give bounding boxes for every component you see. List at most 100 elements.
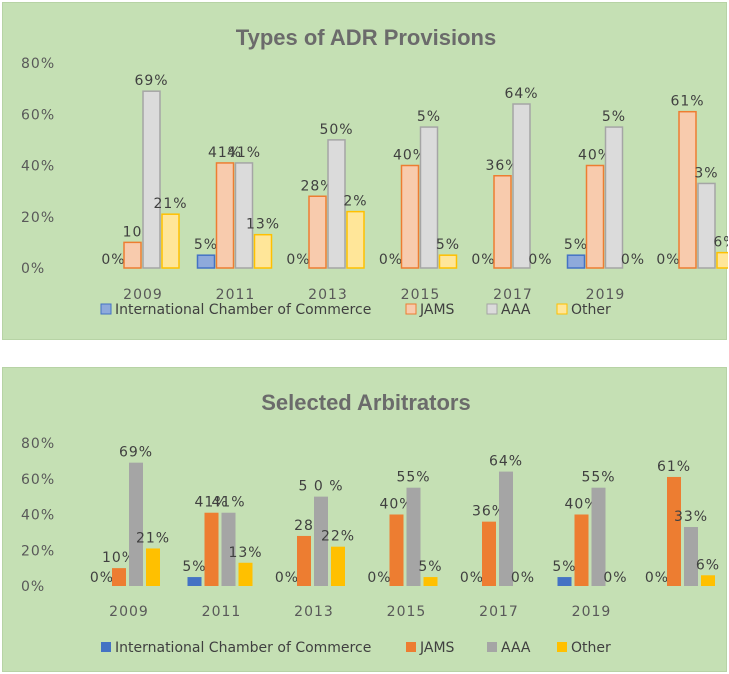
bar — [196, 254, 216, 269]
bar — [297, 535, 311, 586]
data-label: 0% — [379, 252, 403, 268]
y-tick-label: 80% — [21, 436, 55, 452]
data-label: 61% — [670, 94, 704, 110]
bar — [331, 546, 345, 586]
data-label: 22% — [321, 529, 355, 545]
bar — [129, 462, 143, 586]
x-tick-label: 2015 — [401, 287, 441, 303]
data-label: 55% — [581, 470, 615, 486]
data-label: 21% — [153, 196, 187, 212]
data-label: 36% — [485, 158, 519, 174]
data-label: 0% — [528, 252, 552, 268]
bar — [406, 487, 421, 586]
chart-panel-adr-provisions: Types of ADR Provisions 0% 20% 40% 60% 80% 0% 1… — [2, 2, 728, 340]
bar — [142, 90, 161, 269]
legend-swatch — [556, 303, 568, 315]
data-label: 5 0 % — [298, 479, 343, 495]
bar — [234, 162, 254, 269]
bar — [123, 241, 142, 269]
x-tick-label: 2013 — [294, 604, 334, 620]
legend-swatch — [101, 642, 111, 652]
data-label: 0% — [367, 570, 391, 586]
data-label: 64% — [489, 454, 523, 470]
x-tick-label: 2019 — [572, 604, 612, 620]
legend-swatch — [406, 642, 416, 652]
y-tick-label: 20% — [21, 543, 55, 559]
data-label: 69% — [119, 445, 153, 461]
data-label: 13% — [228, 545, 262, 561]
bar — [400, 164, 420, 269]
data-label: 0% — [460, 570, 484, 586]
bar — [574, 514, 589, 586]
data-label: 33% — [674, 509, 708, 525]
bar — [566, 254, 586, 269]
bar — [314, 496, 328, 586]
bar — [667, 476, 681, 586]
data-label: 13% — [246, 217, 280, 233]
legend-label: Other — [571, 640, 611, 656]
data-label: 36% — [472, 504, 506, 520]
bar — [346, 210, 365, 269]
data-label: 10% — [102, 550, 136, 566]
y-tick-label: 60% — [21, 472, 55, 488]
data-label: 55% — [396, 470, 430, 486]
data-label: 0% — [645, 570, 669, 586]
y-tick-label: 0% — [21, 579, 45, 595]
chart-adr-provisions: Types of ADR Provisions 0% 20% 40% 60% 80% 0% 1… — [21, 25, 728, 318]
chart-title: Types of ADR Provisions — [236, 25, 496, 50]
data-label: 41% — [227, 145, 261, 161]
bar — [684, 527, 698, 586]
data-label: 28 — [294, 518, 314, 534]
bar — [419, 126, 439, 269]
x-tick-label: 2011 — [202, 604, 242, 620]
bar — [557, 577, 572, 586]
data-label: 5% — [564, 237, 588, 253]
x-tick-label: 2013 — [308, 287, 348, 303]
legend-label: JAMS — [419, 302, 455, 318]
legend-label: AAA — [501, 640, 531, 656]
data-label: 2% — [343, 194, 367, 210]
x-tick-label: 2017 — [493, 287, 533, 303]
bar — [308, 195, 327, 269]
data-label: 5% — [194, 237, 218, 253]
y-tick-label: 60% — [21, 107, 55, 123]
x-tick-label: 2009 — [109, 604, 149, 620]
data-label: 6% — [696, 557, 720, 573]
data-label: 0% — [656, 252, 680, 268]
legend-swatch — [405, 303, 417, 315]
bar — [701, 575, 715, 586]
data-label: 40% — [393, 148, 427, 164]
bar — [204, 512, 219, 586]
bar — [238, 562, 253, 586]
bar — [187, 577, 202, 586]
legend-label: JAMS — [419, 640, 455, 656]
bar — [482, 521, 496, 586]
y-tick-label: 40% — [21, 508, 55, 524]
bar — [591, 487, 606, 586]
x-tick-label: 2019 — [586, 287, 626, 303]
data-label: 41% — [211, 495, 245, 511]
data-label: 0% — [471, 252, 495, 268]
data-label: 21% — [136, 530, 170, 546]
data-label: 64% — [504, 86, 538, 102]
x-tick-label: 2015 — [387, 604, 427, 620]
y-tick-label: 20% — [21, 210, 55, 226]
legend-swatch — [557, 642, 567, 652]
bar — [438, 254, 458, 269]
legend-label: International Chamber of Commerce — [115, 302, 371, 318]
chart-title: Selected Arbitrators — [261, 390, 470, 415]
legend-swatch — [487, 642, 497, 652]
data-label: 61% — [657, 459, 691, 475]
data-label: 5% — [418, 559, 442, 575]
legend-label: Other — [571, 302, 611, 318]
legend-swatch — [100, 303, 112, 315]
bar — [389, 514, 404, 586]
legend-swatch — [486, 303, 498, 315]
bar — [327, 139, 346, 269]
data-label: 69% — [134, 73, 168, 89]
data-label: 5% — [602, 109, 626, 125]
bar — [423, 577, 438, 586]
bar — [112, 568, 126, 586]
bar — [585, 164, 605, 269]
data-label: 5% — [182, 559, 206, 575]
